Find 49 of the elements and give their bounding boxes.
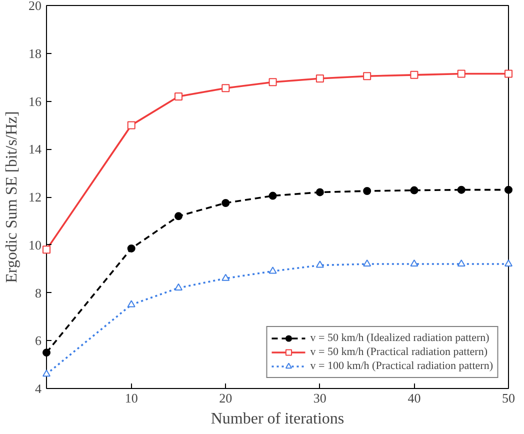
x-tick-label: 40 (408, 390, 421, 406)
y-tick-label: 16 (28, 94, 42, 109)
point (316, 260, 324, 268)
point (127, 300, 136, 308)
point (457, 186, 466, 194)
x-tick-label: 20 (219, 390, 232, 406)
point (316, 74, 324, 83)
point (363, 72, 372, 80)
point (268, 192, 277, 200)
point (363, 259, 372, 267)
point (174, 92, 182, 100)
legend-label: v = 50 km/h (Idealized radiation pattern) (310, 331, 490, 345)
y-tick-label: 12 (28, 190, 42, 204)
x-tick-label: 30 (313, 390, 326, 406)
y-tick-label: 18 (28, 46, 42, 61)
point (127, 121, 136, 130)
point (222, 84, 230, 92)
point (127, 244, 136, 252)
point (504, 186, 512, 194)
point (174, 283, 182, 290)
y-tick-label: 10 (28, 237, 42, 252)
point (316, 188, 324, 196)
point (42, 246, 50, 254)
x-axis-title: Number of iterations (210, 410, 344, 428)
y-axis-title: Ergodic Sum SE [bit/s/Hz] (4, 111, 20, 283)
point (42, 370, 50, 377)
point (222, 198, 230, 207)
point (268, 78, 277, 86)
point (457, 259, 466, 267)
point (42, 348, 50, 357)
y-tick-label: 14 (28, 142, 42, 157)
point (363, 187, 372, 196)
legend-label: v = 100 km/h (Practical radiation pattern) (310, 359, 493, 373)
point (174, 212, 182, 220)
point (504, 259, 512, 267)
y-tick-label: 8 (35, 285, 42, 300)
legend-label: v = 50 km/h (Practical radiation pattern) (310, 345, 488, 359)
point (410, 259, 418, 267)
point (410, 186, 418, 194)
y-tick-label: 20 (28, 0, 42, 13)
point (504, 70, 512, 78)
point (410, 70, 418, 79)
x-tick-label: 50 (502, 390, 515, 406)
point (268, 266, 277, 274)
y-tick-label: 4 (35, 381, 42, 396)
point (457, 70, 466, 78)
point (222, 274, 230, 281)
y-tick-label: 6 (35, 333, 42, 348)
x-tick-label: 10 (124, 390, 138, 406)
